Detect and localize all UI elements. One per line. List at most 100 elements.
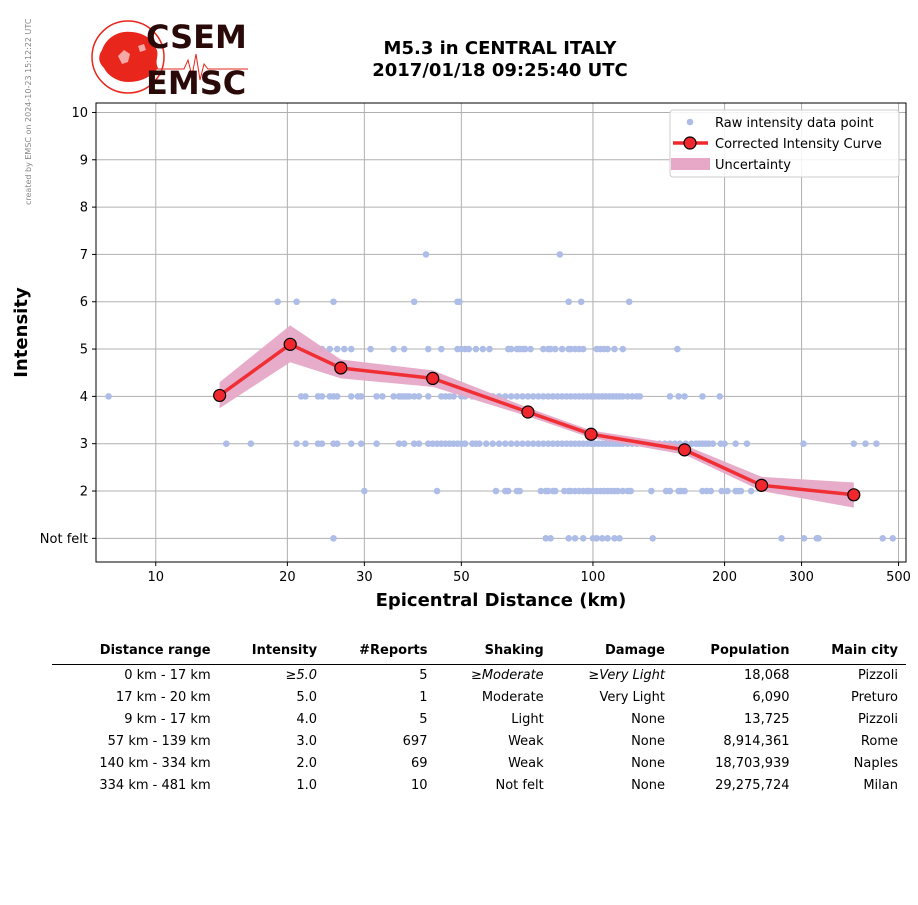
table-cell: 29,275,724: [715, 778, 790, 793]
chart-title-line1: M5.3 in CENTRAL ITALY: [383, 38, 617, 59]
raw-intensity-point: [519, 440, 526, 448]
raw-intensity-point: [681, 487, 688, 495]
raw-intensity-point: [619, 393, 627, 400]
y-tick-label: 4: [80, 390, 88, 405]
raw-intensity-point: [625, 298, 633, 306]
raw-intensity-point: [666, 487, 674, 495]
table-cell: 5: [419, 712, 428, 727]
table-cell: 5.0: [296, 690, 318, 705]
chart-title: M5.3 in CENTRAL ITALY 2017/01/18 09:25:4…: [300, 38, 700, 82]
raw-intensity-point: [347, 440, 355, 448]
raw-intensity-point: [341, 345, 348, 353]
raw-intensity-point: [302, 393, 309, 400]
raw-intensity-point: [390, 393, 397, 400]
table-row: 334 km - 481 km 1.0 10 Not felt None 29,…: [52, 775, 906, 797]
table-cell: Weak: [508, 756, 544, 771]
raw-intensity-point: [513, 393, 521, 400]
raw-intensity-point: [318, 440, 326, 448]
raw-intensity-point: [395, 440, 403, 448]
raw-intensity-point: [247, 440, 255, 448]
raw-intensity-point: [318, 393, 326, 400]
raw-intensity-point: [627, 487, 635, 495]
raw-intensity-point: [549, 393, 557, 400]
raw-intensity-point: [507, 393, 515, 400]
table-cell: 18,068: [744, 668, 790, 683]
raw-intensity-point: [614, 487, 622, 495]
table-cell: Pizzoli: [858, 668, 898, 683]
x-tick-label: 50: [453, 570, 470, 585]
raw-intensity-point: [873, 440, 880, 448]
raw-intensity-point: [390, 345, 397, 353]
raw-intensity-point: [709, 440, 717, 448]
table-header: #Reports: [325, 639, 436, 665]
table-cell: 5: [419, 668, 428, 683]
table-cell: 9 km - 17 km: [124, 712, 211, 727]
table-cell: 13,725: [744, 712, 790, 727]
raw-intensity-point: [619, 487, 627, 495]
raw-intensity-point: [415, 393, 423, 400]
raw-intensity-point: [422, 251, 430, 258]
raw-intensity-point: [326, 345, 334, 353]
raw-intensity-point: [302, 440, 309, 448]
y-tick-label: Not felt: [40, 532, 88, 547]
y-axis-label: Intensity: [11, 287, 32, 378]
raw-intensity-point: [551, 345, 559, 353]
raw-intensity-point: [707, 487, 715, 495]
table-header: Shaking: [435, 639, 552, 665]
raw-intensity-point: [549, 440, 557, 448]
raw-intensity-point: [593, 535, 601, 542]
raw-intensity-point: [529, 440, 537, 448]
raw-intensity-point: [450, 393, 457, 400]
raw-intensity-point: [347, 345, 355, 353]
raw-intensity-point: [521, 345, 529, 353]
raw-intensity-point: [547, 535, 554, 542]
intensity-summary-table: Distance range Intensity #Reports Shakin…: [52, 639, 906, 797]
table-cell: 57 km - 139 km: [107, 734, 211, 749]
raw-intensity-point: [648, 487, 655, 495]
raw-intensity-point: [547, 345, 554, 353]
table-header: Population: [672, 639, 798, 665]
raw-intensity-point: [674, 345, 681, 353]
raw-intensity-point: [537, 487, 545, 495]
raw-intensity-point: [400, 345, 408, 353]
svg-text:EMSC: EMSC: [146, 64, 246, 98]
raw-intensity-point: [486, 345, 493, 353]
raw-intensity-point: [293, 440, 300, 448]
raw-intensity-point: [504, 487, 512, 495]
raw-intensity-point: [513, 440, 521, 448]
table-cell: 1: [419, 690, 428, 705]
raw-intensity-point: [565, 535, 572, 542]
table-cell: None: [631, 756, 665, 771]
table-cell: Naples: [853, 756, 898, 771]
raw-intensity-point: [579, 345, 587, 353]
raw-intensity-point: [501, 393, 509, 400]
raw-intensity-point: [410, 298, 418, 306]
raw-intensity-point: [628, 393, 636, 400]
table-cell: 334 km - 481 km: [99, 778, 211, 793]
raw-intensity-point: [516, 487, 524, 495]
raw-intensity-point: [716, 393, 724, 400]
table-cell: Not felt: [495, 778, 544, 793]
table-cell: 1.0: [296, 778, 318, 793]
curve-marker: [584, 427, 598, 441]
raw-intensity-point: [293, 298, 300, 306]
raw-intensity-point: [433, 487, 441, 495]
raw-intensity-point: [616, 535, 623, 542]
x-tick-label: 100: [581, 570, 606, 585]
y-tick-label: 5: [80, 343, 88, 358]
raw-intensity-point: [223, 440, 230, 448]
raw-intensity-point: [636, 393, 644, 400]
raw-intensity-point: [489, 440, 497, 448]
raw-intensity-point: [544, 393, 552, 400]
table-cell: ≥Very Light: [588, 668, 665, 683]
raw-intensity-point: [438, 345, 445, 353]
raw-intensity-point: [544, 440, 552, 448]
curve-marker: [521, 405, 535, 419]
table-row: 17 km - 20 km 5.0 1 Moderate Very Light …: [52, 687, 906, 709]
table-cell: None: [631, 778, 665, 793]
raw-intensity-point: [889, 535, 897, 542]
y-tick-label: 7: [80, 248, 88, 263]
plot-frame: [95, 102, 907, 563]
table-cell: 69: [410, 756, 428, 771]
table-cell: Milan: [863, 778, 898, 793]
